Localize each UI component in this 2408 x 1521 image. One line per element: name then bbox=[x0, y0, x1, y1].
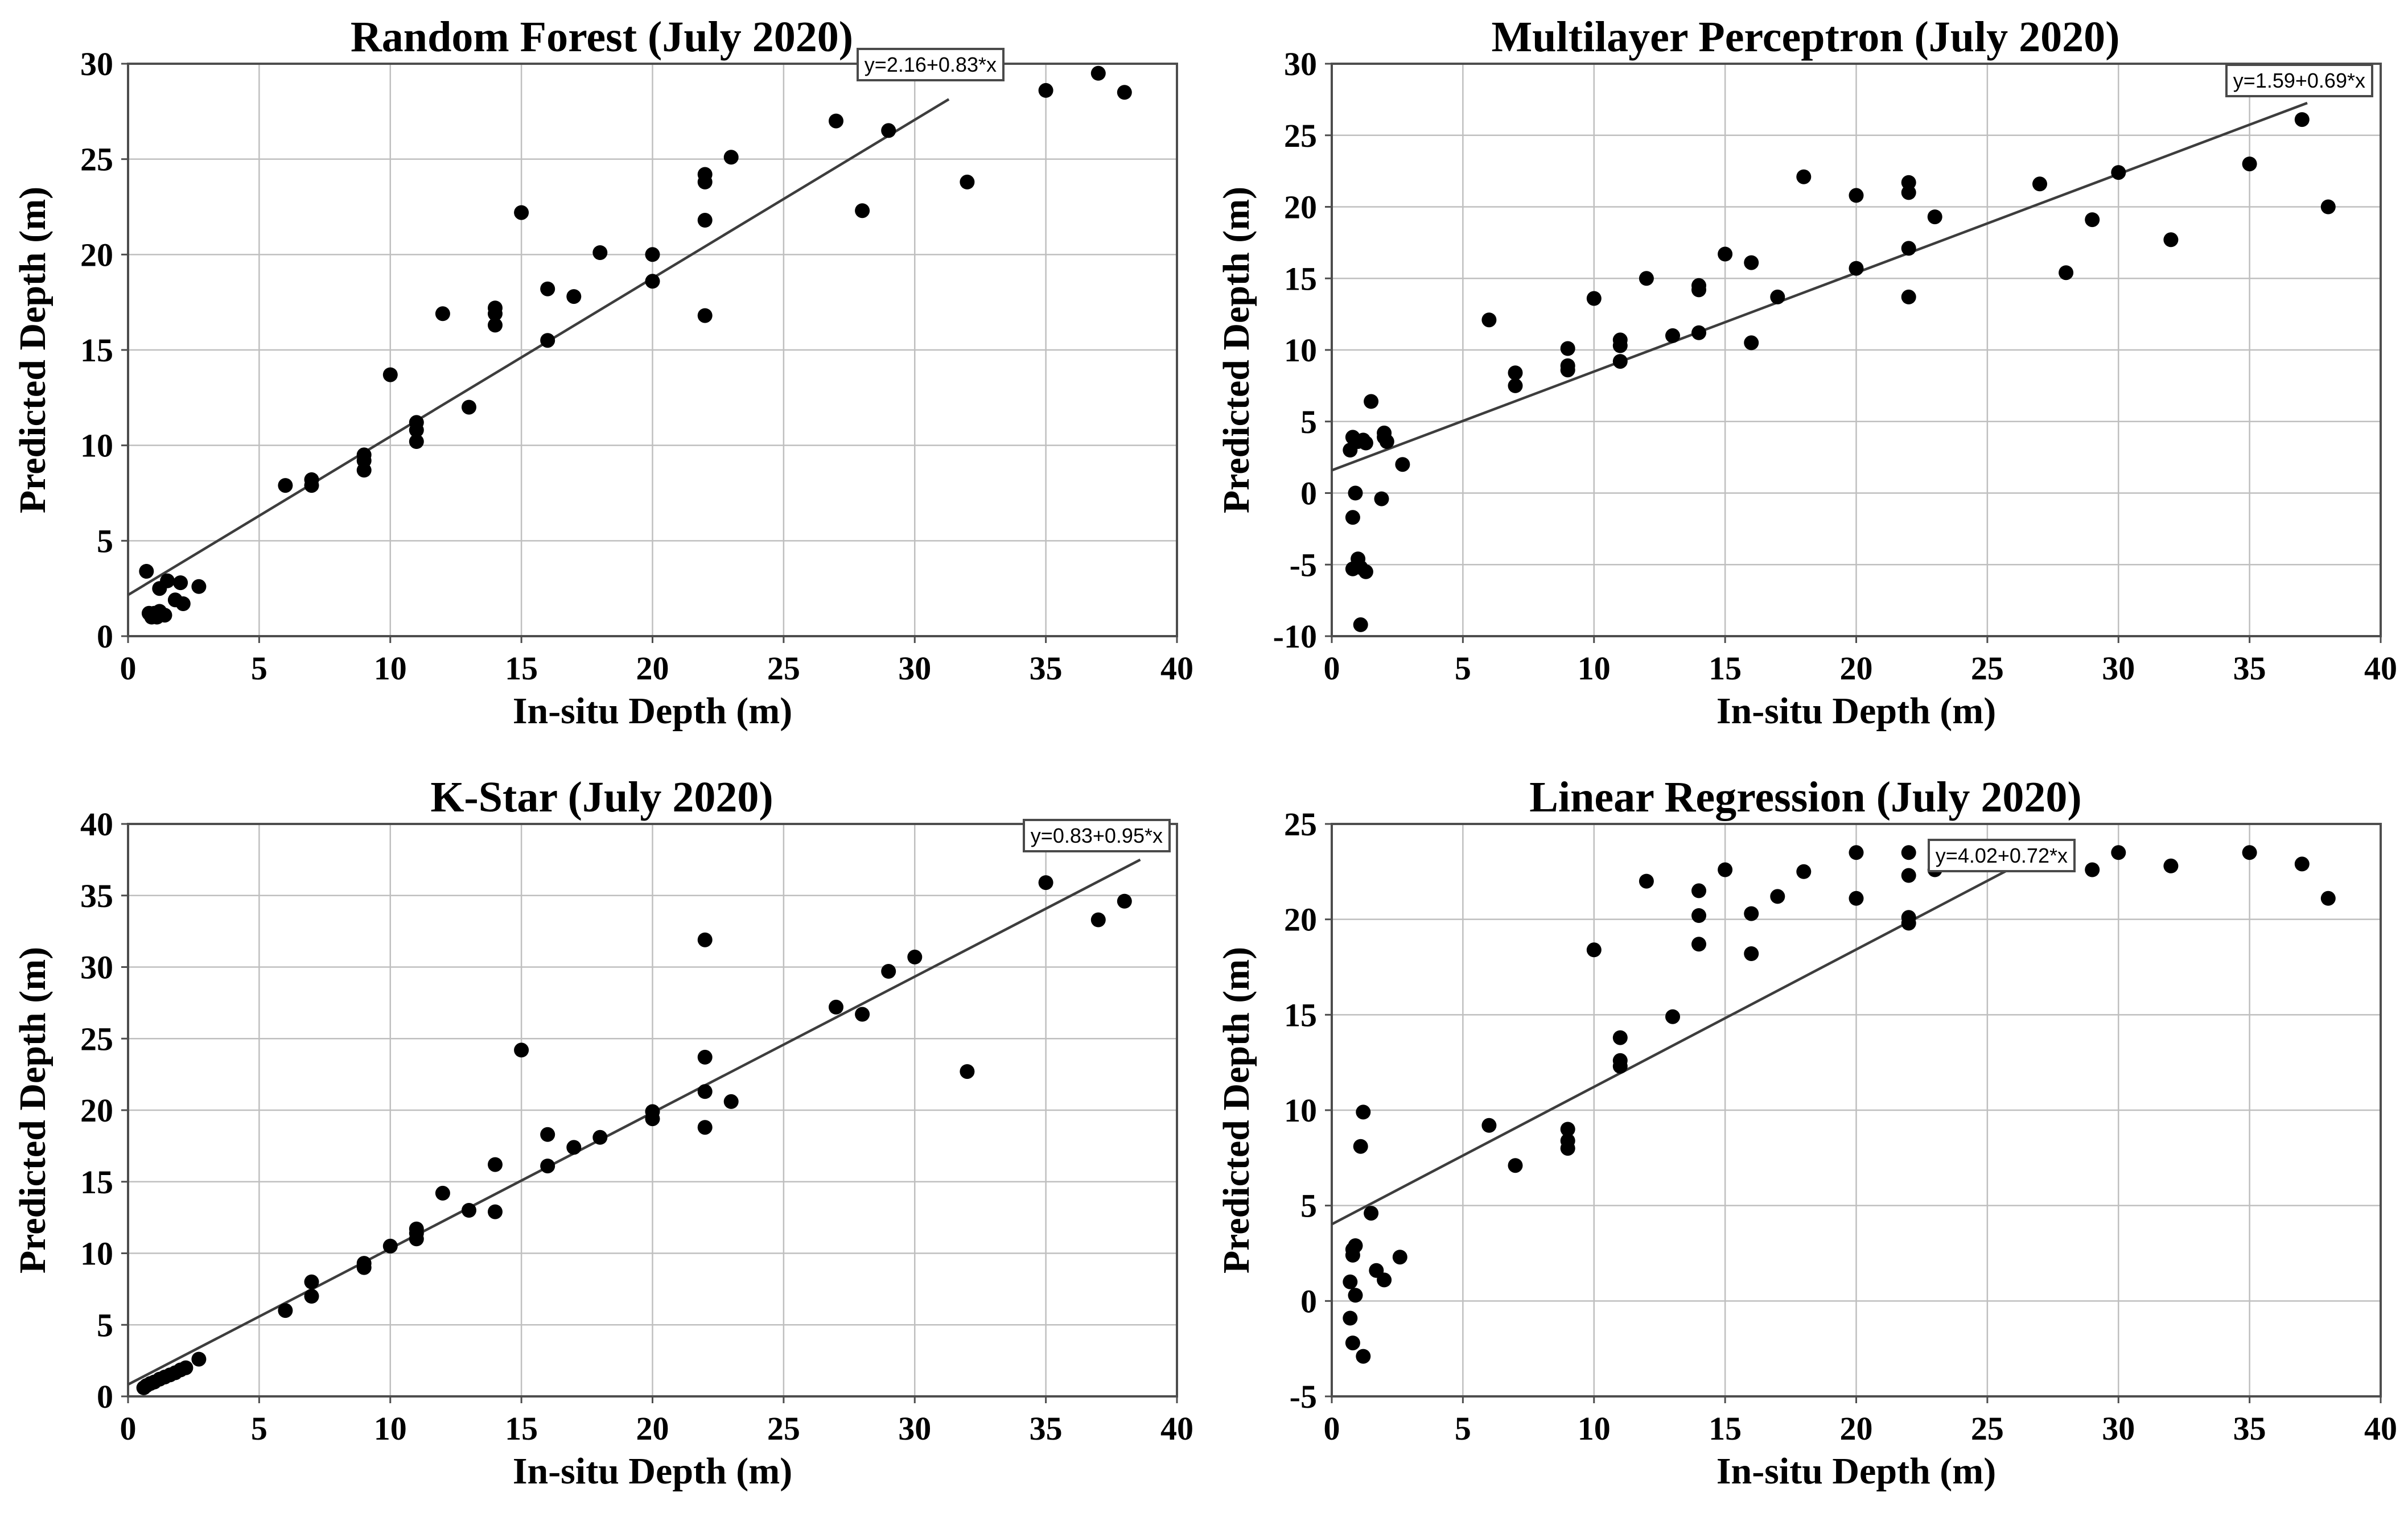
svg-text:25: 25 bbox=[767, 650, 800, 687]
svg-text:25: 25 bbox=[767, 1410, 800, 1447]
regression-equation-box: y=1.59+0.69*x bbox=[2225, 64, 2373, 97]
svg-text:20: 20 bbox=[1840, 650, 1873, 687]
chart-panel-linear-regression: 0 5 10 15 20 25 30 35 40 -5 0 5 10 15 20 25 Linear Regr… bbox=[1204, 760, 2407, 1521]
regression-equation-box: y=2.16+0.83*x bbox=[856, 48, 1005, 81]
svg-text:10: 10 bbox=[374, 650, 407, 687]
svg-text:30: 30 bbox=[1284, 46, 1317, 83]
svg-text:30: 30 bbox=[80, 949, 113, 986]
svg-text:25: 25 bbox=[1971, 1410, 2004, 1447]
y-axis-label: Predicted Depth (m) bbox=[12, 186, 53, 514]
svg-text:30: 30 bbox=[2102, 1410, 2135, 1447]
chart-title: Linear Regression (July 2020) bbox=[1529, 773, 2082, 821]
svg-text:0: 0 bbox=[120, 1410, 137, 1447]
svg-text:30: 30 bbox=[80, 46, 113, 83]
svg-text:25: 25 bbox=[1284, 806, 1317, 843]
svg-text:35: 35 bbox=[1030, 1410, 1063, 1447]
svg-text:25: 25 bbox=[1971, 650, 2004, 687]
svg-text:-5: -5 bbox=[1290, 546, 1317, 583]
svg-text:20: 20 bbox=[636, 650, 669, 687]
svg-text:30: 30 bbox=[898, 1410, 931, 1447]
svg-text:15: 15 bbox=[1284, 996, 1317, 1033]
svg-text:25: 25 bbox=[1284, 117, 1317, 154]
y-axis-label: Predicted Depth (m) bbox=[1216, 946, 1257, 1274]
svg-text:5: 5 bbox=[97, 1306, 113, 1343]
svg-text:40: 40 bbox=[2364, 650, 2397, 687]
svg-text:35: 35 bbox=[1030, 650, 1063, 687]
svg-text:40: 40 bbox=[80, 806, 113, 843]
scatter-plot-k-star: 0 5 10 15 20 25 30 35 40 0 5 10 15 20 25 30 35 40 bbox=[80, 806, 1193, 1447]
svg-text:-10: -10 bbox=[1273, 618, 1317, 655]
regression-equation-box: y=4.02+0.72*x bbox=[1927, 839, 2076, 872]
svg-text:5: 5 bbox=[1455, 650, 1471, 687]
svg-text:15: 15 bbox=[505, 650, 538, 687]
svg-text:40: 40 bbox=[1160, 1410, 1193, 1447]
svg-text:0: 0 bbox=[1300, 1283, 1317, 1320]
svg-text:35: 35 bbox=[2233, 650, 2266, 687]
x-axis-label: In-situ Depth (m) bbox=[512, 690, 793, 732]
svg-text:20: 20 bbox=[636, 1410, 669, 1447]
svg-text:10: 10 bbox=[374, 1410, 407, 1447]
svg-text:40: 40 bbox=[1160, 650, 1193, 687]
svg-text:5: 5 bbox=[1300, 1188, 1317, 1225]
chart-panel-k-star: 0 5 10 15 20 25 30 35 40 0 5 10 15 20 25 30 35 40 K-Star … bbox=[0, 760, 1204, 1521]
svg-text:15: 15 bbox=[505, 1410, 538, 1447]
svg-text:20: 20 bbox=[80, 236, 113, 273]
svg-text:5: 5 bbox=[251, 650, 267, 687]
svg-text:0: 0 bbox=[1324, 650, 1340, 687]
svg-text:0: 0 bbox=[97, 618, 113, 655]
x-axis-label: In-situ Depth (m) bbox=[1716, 1450, 1997, 1492]
svg-text:30: 30 bbox=[2102, 650, 2135, 687]
svg-text:-5: -5 bbox=[1290, 1378, 1317, 1415]
chart-title: K-Star (July 2020) bbox=[430, 773, 773, 821]
svg-text:10: 10 bbox=[1284, 1092, 1317, 1129]
chart-title: Multilayer Perceptron (July 2020) bbox=[1491, 13, 2120, 61]
svg-text:10: 10 bbox=[80, 427, 113, 464]
x-axis-label: In-situ Depth (m) bbox=[512, 1450, 793, 1492]
svg-text:5: 5 bbox=[251, 1410, 267, 1447]
svg-text:0: 0 bbox=[120, 650, 137, 687]
scatter-plot-multilayer-perceptron: 0 5 10 15 20 25 30 35 40 -10 -5 0 5 10 15 20 25 30 bbox=[1273, 46, 2397, 687]
svg-text:10: 10 bbox=[80, 1235, 113, 1272]
svg-text:10: 10 bbox=[1578, 1410, 1611, 1447]
regression-equation-box: y=0.83+0.95*x bbox=[1022, 819, 1171, 852]
svg-text:40: 40 bbox=[2364, 1410, 2397, 1447]
chart-title: Random Forest (July 2020) bbox=[350, 13, 854, 61]
svg-text:15: 15 bbox=[1709, 1410, 1742, 1447]
svg-text:25: 25 bbox=[80, 141, 113, 178]
y-axis-label: Predicted Depth (m) bbox=[1216, 186, 1257, 514]
svg-text:25: 25 bbox=[80, 1020, 113, 1057]
svg-text:15: 15 bbox=[80, 1164, 113, 1201]
svg-text:20: 20 bbox=[1284, 901, 1317, 938]
y-axis-label: Predicted Depth (m) bbox=[12, 946, 53, 1274]
svg-text:10: 10 bbox=[1284, 332, 1317, 369]
svg-text:20: 20 bbox=[1284, 189, 1317, 226]
svg-text:0: 0 bbox=[97, 1378, 113, 1415]
svg-text:20: 20 bbox=[1840, 1410, 1873, 1447]
svg-text:30: 30 bbox=[898, 650, 931, 687]
svg-text:10: 10 bbox=[1578, 650, 1611, 687]
svg-text:5: 5 bbox=[1300, 403, 1317, 440]
svg-text:20: 20 bbox=[80, 1092, 113, 1129]
chart-panel-random-forest: 0 5 10 15 20 25 30 35 40 0 5 10 15 20 25 30 Random Fore… bbox=[0, 0, 1204, 760]
svg-text:0: 0 bbox=[1300, 475, 1317, 512]
svg-text:35: 35 bbox=[2233, 1410, 2266, 1447]
chart-panel-multilayer-perceptron: 0 5 10 15 20 25 30 35 40 -10 -5 0 5 10 15 20 25 30 Multil… bbox=[1204, 0, 2407, 760]
svg-text:15: 15 bbox=[80, 332, 113, 369]
svg-text:15: 15 bbox=[1284, 260, 1317, 297]
svg-text:35: 35 bbox=[80, 877, 113, 914]
scatter-plot-random-forest: 0 5 10 15 20 25 30 35 40 0 5 10 15 20 25 30 bbox=[80, 46, 1193, 687]
svg-text:5: 5 bbox=[1455, 1410, 1471, 1447]
x-axis-label: In-situ Depth (m) bbox=[1716, 690, 1997, 732]
svg-text:0: 0 bbox=[1324, 1410, 1340, 1447]
svg-text:15: 15 bbox=[1709, 650, 1742, 687]
svg-text:5: 5 bbox=[97, 522, 113, 559]
